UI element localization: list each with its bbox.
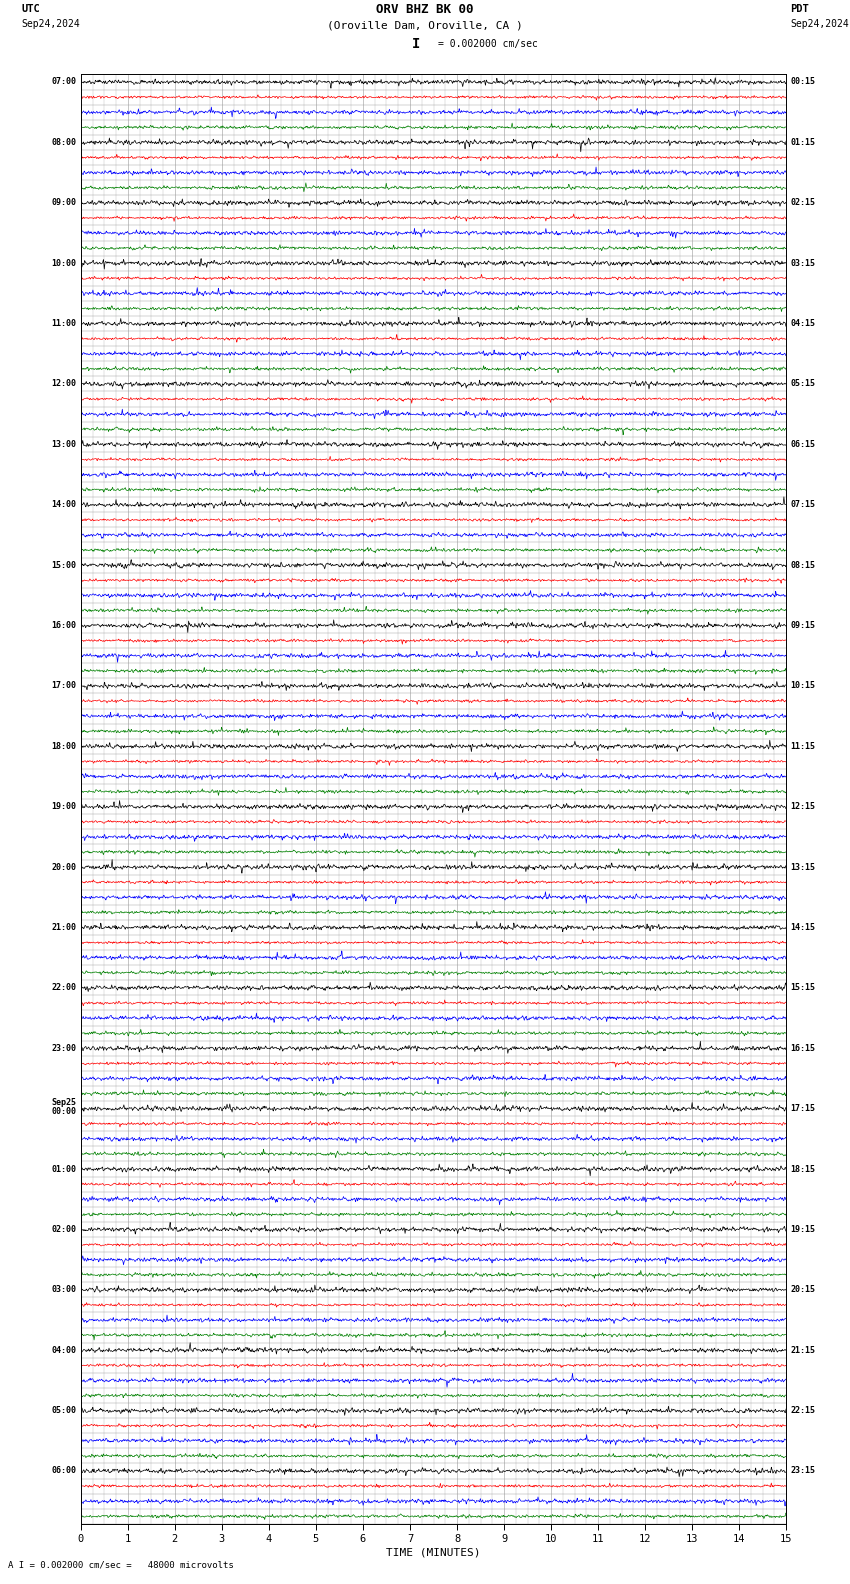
Text: 18:15: 18:15 <box>790 1164 815 1174</box>
Text: 03:15: 03:15 <box>790 258 815 268</box>
Text: 23:00: 23:00 <box>52 1044 76 1053</box>
Text: Sep24,2024: Sep24,2024 <box>21 19 80 29</box>
Text: A I = 0.002000 cm/sec =   48000 microvolts: A I = 0.002000 cm/sec = 48000 microvolts <box>8 1560 235 1570</box>
Text: 08:15: 08:15 <box>790 561 815 570</box>
Text: 21:00: 21:00 <box>52 923 76 931</box>
Text: 11:00: 11:00 <box>52 318 76 328</box>
Text: 03:00: 03:00 <box>52 1285 76 1294</box>
Text: 22:00: 22:00 <box>52 984 76 992</box>
Text: 04:00: 04:00 <box>52 1346 76 1354</box>
Text: I: I <box>412 38 421 51</box>
Text: 20:15: 20:15 <box>790 1285 815 1294</box>
Text: 15:00: 15:00 <box>52 561 76 570</box>
Text: 01:00: 01:00 <box>52 1164 76 1174</box>
Text: 18:00: 18:00 <box>52 741 76 751</box>
Text: 19:15: 19:15 <box>790 1224 815 1234</box>
Text: 12:00: 12:00 <box>52 380 76 388</box>
Text: 00:15: 00:15 <box>790 78 815 87</box>
Text: 11:15: 11:15 <box>790 741 815 751</box>
Text: UTC: UTC <box>21 5 40 14</box>
Text: 14:15: 14:15 <box>790 923 815 931</box>
Text: 10:15: 10:15 <box>790 681 815 691</box>
Text: 23:15: 23:15 <box>790 1467 815 1475</box>
Text: 01:15: 01:15 <box>790 138 815 147</box>
Text: (Oroville Dam, Oroville, CA ): (Oroville Dam, Oroville, CA ) <box>327 21 523 30</box>
Text: 21:15: 21:15 <box>790 1346 815 1354</box>
Text: 05:15: 05:15 <box>790 380 815 388</box>
Text: Sep24,2024: Sep24,2024 <box>790 19 849 29</box>
Text: ORV BHZ BK 00: ORV BHZ BK 00 <box>377 3 473 16</box>
Text: 12:15: 12:15 <box>790 802 815 811</box>
Text: 09:15: 09:15 <box>790 621 815 630</box>
Text: 13:15: 13:15 <box>790 863 815 871</box>
Text: 13:00: 13:00 <box>52 440 76 448</box>
X-axis label: TIME (MINUTES): TIME (MINUTES) <box>386 1548 481 1557</box>
Text: 06:00: 06:00 <box>52 1467 76 1475</box>
Text: 19:00: 19:00 <box>52 802 76 811</box>
Text: 07:15: 07:15 <box>790 501 815 508</box>
Text: 04:15: 04:15 <box>790 318 815 328</box>
Text: 17:15: 17:15 <box>790 1104 815 1114</box>
Text: 14:00: 14:00 <box>52 501 76 508</box>
Text: 16:00: 16:00 <box>52 621 76 630</box>
Text: 08:00: 08:00 <box>52 138 76 147</box>
Text: 00:00: 00:00 <box>52 1107 76 1117</box>
Text: 07:00: 07:00 <box>52 78 76 87</box>
Text: PDT: PDT <box>790 5 809 14</box>
Text: 02:00: 02:00 <box>52 1224 76 1234</box>
Text: 17:00: 17:00 <box>52 681 76 691</box>
Text: 10:00: 10:00 <box>52 258 76 268</box>
Text: 06:15: 06:15 <box>790 440 815 448</box>
Text: 02:15: 02:15 <box>790 198 815 208</box>
Text: Sep25: Sep25 <box>52 1098 76 1107</box>
Text: 20:00: 20:00 <box>52 863 76 871</box>
Text: 22:15: 22:15 <box>790 1407 815 1415</box>
Text: 15:15: 15:15 <box>790 984 815 992</box>
Text: 09:00: 09:00 <box>52 198 76 208</box>
Text: 05:00: 05:00 <box>52 1407 76 1415</box>
Text: 16:15: 16:15 <box>790 1044 815 1053</box>
Text: = 0.002000 cm/sec: = 0.002000 cm/sec <box>438 40 537 49</box>
